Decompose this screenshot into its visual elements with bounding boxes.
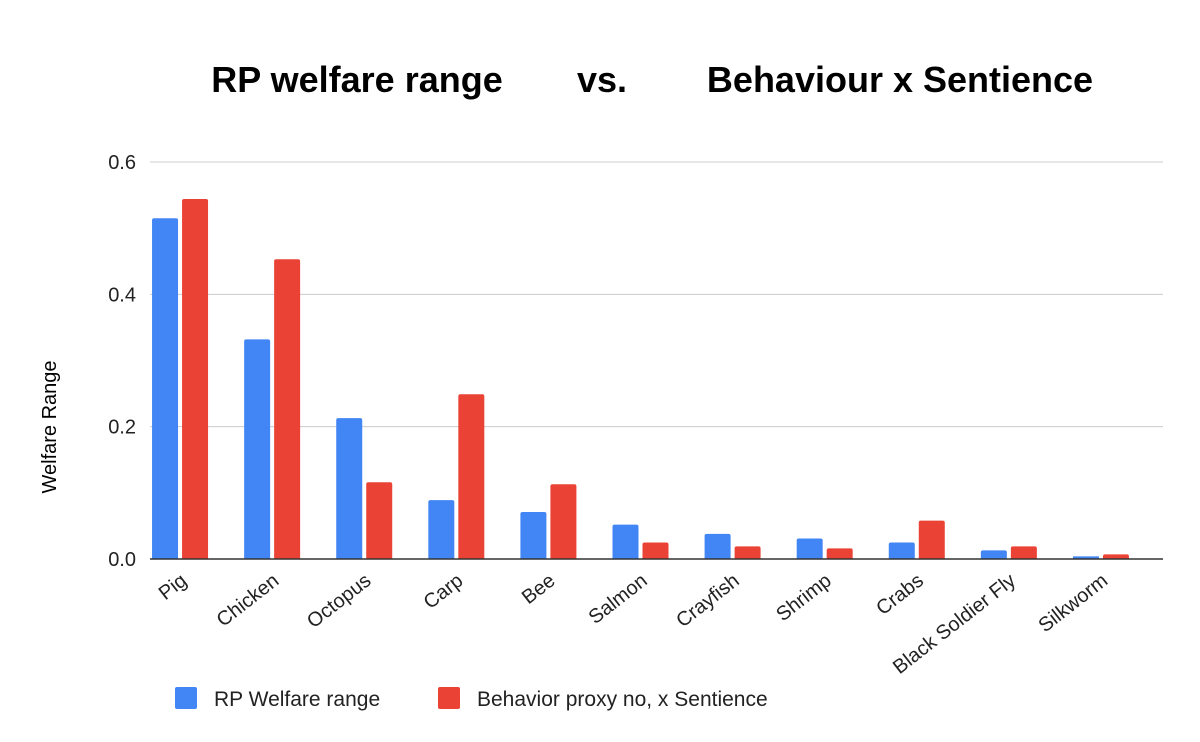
bar-bee-behavior-proxy-no-x-sentience bbox=[550, 484, 577, 559]
title-part-right: Behaviour x Sentience bbox=[707, 59, 1093, 100]
bar-octopus-rp-welfare-range bbox=[336, 418, 363, 559]
bar-crabs-behavior-proxy-no-x-sentience bbox=[918, 520, 945, 559]
x-tick-label-pig: Pig bbox=[155, 570, 191, 605]
legend-label-rp-welfare-range: RP Welfare range bbox=[214, 688, 380, 711]
bar-black-soldier-fly-behavior-proxy-no-x-sentience bbox=[1010, 546, 1037, 559]
bar-pig-rp-welfare-range bbox=[152, 218, 179, 559]
y-tick-label: 0.6 bbox=[108, 152, 136, 174]
bar-salmon-behavior-proxy-no-x-sentience bbox=[642, 542, 669, 559]
y-tick-label: 0.2 bbox=[108, 417, 136, 439]
gridlines bbox=[150, 161, 1163, 428]
bar-crayfish-behavior-proxy-no-x-sentience bbox=[734, 546, 761, 559]
x-tick-label-bee: Bee bbox=[518, 570, 560, 609]
legend-swatch-behavior-proxy bbox=[438, 687, 460, 709]
chart-title: RP welfare range vs. Behaviour x Sentien… bbox=[211, 59, 1093, 100]
bar-octopus-behavior-proxy-no-x-sentience bbox=[366, 482, 393, 559]
bar-carp-behavior-proxy-no-x-sentience bbox=[458, 394, 485, 559]
y-axis-label: Welfare Range bbox=[39, 360, 61, 493]
legend: RP Welfare range Behavior proxy no, x Se… bbox=[175, 687, 768, 711]
bar-silkworm-behavior-proxy-no-x-sentience bbox=[1102, 554, 1129, 559]
x-tick-label-crabs: Crabs bbox=[872, 570, 928, 620]
legend-swatch-rp-welfare-range bbox=[175, 687, 197, 709]
bar-shrimp-behavior-proxy-no-x-sentience bbox=[826, 548, 853, 559]
bar-crabs-rp-welfare-range bbox=[888, 542, 915, 559]
legend-label-behavior-proxy: Behavior proxy no, x Sentience bbox=[477, 688, 768, 711]
y-tick-label: 0.4 bbox=[108, 284, 136, 306]
bar-bee-rp-welfare-range bbox=[520, 512, 547, 559]
bar-black-soldier-fly-rp-welfare-range bbox=[980, 550, 1007, 559]
bar-crayfish-rp-welfare-range bbox=[704, 533, 731, 559]
x-axis-ticks: Pig Chicken Octopus Carp Bee Salmon Crayfish Sh… bbox=[155, 570, 1112, 679]
x-tick-label-chicken: Chicken bbox=[213, 570, 283, 632]
y-tick-label: 0.0 bbox=[108, 549, 136, 571]
x-tick-label-silkworm: Silkworm bbox=[1035, 570, 1112, 637]
x-tick-label-carp: Carp bbox=[420, 570, 468, 614]
x-tick-label-salmon: Salmon bbox=[585, 570, 652, 629]
bar-carp-rp-welfare-range bbox=[428, 500, 455, 559]
bar-chicken-rp-welfare-range bbox=[244, 339, 271, 559]
y-axis-ticks: 0.0 0.2 0.4 0.6 bbox=[108, 152, 136, 571]
bars bbox=[152, 199, 1129, 559]
title-part-vs: vs. bbox=[577, 59, 627, 100]
x-tick-label-crayfish: Crayfish bbox=[672, 570, 743, 633]
bar-pig-behavior-proxy-no-x-sentience bbox=[182, 199, 209, 559]
x-tick-label-shrimp: Shrimp bbox=[772, 570, 835, 626]
title-part-left: RP welfare range bbox=[211, 59, 502, 100]
bar-chicken-behavior-proxy-no-x-sentience bbox=[274, 259, 301, 559]
x-tick-label-octopus: Octopus bbox=[303, 570, 375, 633]
bar-shrimp-rp-welfare-range bbox=[796, 538, 823, 559]
bar-salmon-rp-welfare-range bbox=[612, 524, 639, 559]
